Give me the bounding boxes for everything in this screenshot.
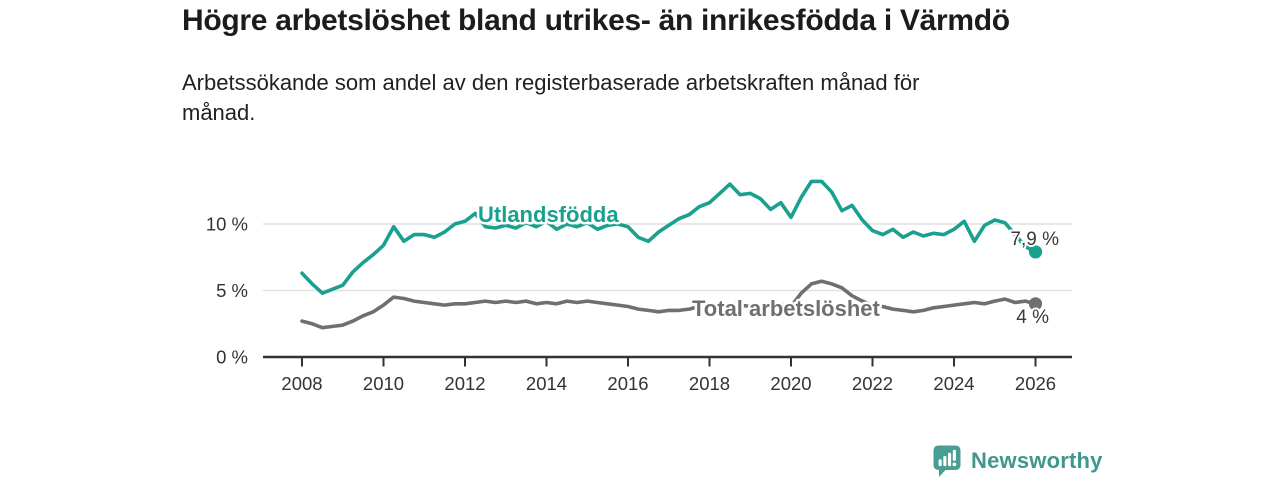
bar-medium: [943, 455, 947, 466]
chart-title: Högre arbetslöshet bland utrikes- än inr…: [182, 4, 1010, 37]
x-tick-label-2012: 2012: [444, 373, 485, 394]
newsworthy-logo-text: Newsworthy: [971, 448, 1103, 473]
chart-subtitle: Arbetssökande som andel av den registerb…: [182, 70, 920, 125]
bar-chart-speech-bubble-icon: [933, 445, 961, 477]
series-end-dot-utlandsf-dda: [1028, 245, 1043, 259]
x-tick-label-2008: 2008: [281, 373, 322, 394]
bar-small: [938, 458, 942, 466]
exclamation-dot: [952, 462, 957, 466]
x-tick-label-2014: 2014: [526, 373, 567, 394]
x-tick-label-2016: 2016: [607, 373, 648, 394]
series-line-total-arbetsl-shet: [300, 279, 1038, 330]
x-tick-label-2018: 2018: [689, 373, 730, 394]
y-tick-label-5: 5 %: [216, 280, 248, 301]
series-label-utlandsf-dda: Utlandsfödda: [478, 202, 619, 227]
bar-large: [948, 452, 952, 466]
x-tick-label-2022: 2022: [852, 373, 893, 394]
speech-bubble-shape: [933, 445, 961, 477]
series-line-utlandsf-dda: [300, 179, 1038, 295]
x-tick-label-2026: 2026: [1015, 373, 1056, 394]
y-tick-label-0: 0 %: [216, 347, 248, 368]
series-end-value-label-total-arbetsl-shet: 4 %: [1016, 307, 1049, 328]
series-end-dot-total-arbetsl-shet: [1028, 297, 1043, 311]
x-tick-label-2010: 2010: [363, 373, 404, 394]
series-end-value-label-utlandsf-dda: 7,9 %: [1010, 229, 1059, 250]
series-label-total-arbetsl-shet: Total arbetslöshet: [692, 296, 881, 321]
x-tick-label-2024: 2024: [933, 373, 974, 394]
y-tick-label-10: 10 %: [206, 214, 248, 235]
newsworthy-logo: Newsworthy: [932, 443, 1103, 479]
x-tick-label-2020: 2020: [770, 373, 811, 394]
exclamation-stem: [952, 449, 956, 461]
